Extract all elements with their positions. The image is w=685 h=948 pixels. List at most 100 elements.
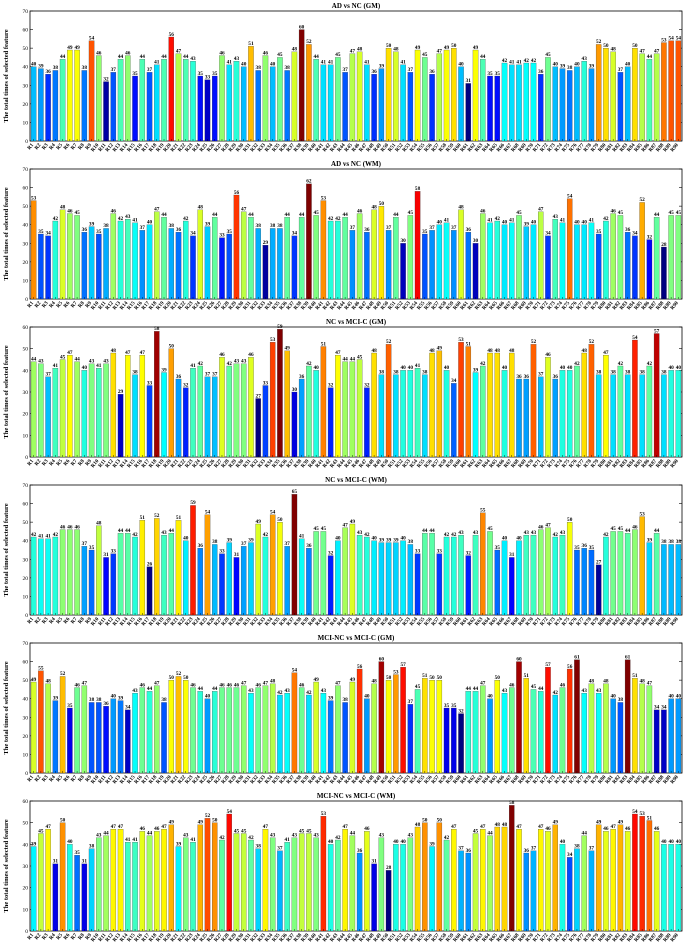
bar-value-label: 49 [314,677,320,683]
bar-value-label: 42 [618,361,624,367]
x-tick-label: R52 [394,932,405,943]
bar-value-label: 49 [350,519,356,525]
x-tick-label: R24 [191,616,202,627]
x-tick-label: R2 [34,300,43,309]
bar-value-label: 52 [596,39,602,45]
x-tick-label: R90 [669,932,680,943]
x-tick-label: R9 [84,774,93,783]
x-tick-label: R49 [372,458,383,469]
x-tick-label: R23 [184,932,195,943]
bar-value-label: 41 [415,363,421,369]
x-tick-label: R86 [640,616,651,627]
bar-value-label: 37 [408,67,414,73]
bar [219,553,225,616]
x-tick-label: R10 [90,616,101,627]
bar [320,64,327,142]
bar-value-label: 38 [596,369,602,375]
x-tick-label: R56 [423,616,434,627]
bar [559,370,566,458]
x-tick-label: R17 [141,300,152,311]
bar [617,72,624,142]
x-tick-label: R44 [336,774,347,785]
x-tick-label: R86 [640,142,651,153]
x-tick-label: R27 [213,932,224,943]
y-tick-label: 30 [23,390,29,396]
bar-value-label: 42 [444,835,450,841]
bar [639,516,645,616]
bar [139,687,146,774]
x-tick-label: R27 [213,142,224,153]
bar [458,850,464,932]
x-tick-label: R63 [474,932,485,943]
bar [161,372,167,458]
bar-value-label: 51 [248,41,254,47]
bar-value-label: 41 [227,60,233,66]
bar [45,829,51,932]
bar [400,667,406,774]
bar-value-label: 31 [371,859,377,865]
bar [414,191,421,300]
bar-value-label: 26 [147,562,153,568]
bar-value-label: 41 [487,218,493,224]
bar [139,230,146,300]
bar [581,693,587,774]
bar [653,533,660,616]
x-tick-label: R38 [293,458,304,469]
bar-value-label: 46 [654,826,660,832]
bar [284,693,290,774]
bar [632,813,638,932]
bar-value-label: 38 [82,65,88,71]
bar [581,835,587,932]
x-tick-label: R73 [546,774,557,785]
bar [255,398,261,458]
x-tick-label: R79 [590,774,601,785]
bar-value-label: 31 [53,859,59,865]
bar-value-label: 44 [466,686,472,692]
bar [103,228,109,300]
x-tick-label: R54 [409,300,420,311]
y-tick-label: 0 [25,139,28,145]
bar-value-label: 45 [74,210,80,216]
bar [545,527,551,616]
x-tick-label: R43 [329,458,340,469]
x-tick-label: R77 [575,932,586,943]
bar-value-label: 38 [574,843,580,849]
bar-value-label: 41 [190,363,196,369]
bar [262,55,269,142]
bar-value-label: 39 [205,221,211,227]
bar-value-label: 35 [132,71,138,77]
x-tick-label: R46 [351,300,362,311]
bar-value-label: 44 [103,830,109,836]
bar-value-label: 48 [429,348,435,354]
bar [581,548,587,616]
bar [588,68,595,142]
bar [59,209,66,300]
bar [545,831,551,932]
x-tick-label: R54 [409,142,420,153]
bar [335,220,341,300]
x-tick-label: R43 [329,774,340,785]
x-tick-label: R24 [191,774,202,785]
x-tick-label: R72 [539,616,550,627]
bar-value-label: 36 [364,227,370,233]
bar [96,702,102,774]
bar [530,850,537,932]
bar-value-label: 43 [321,688,327,694]
bar [364,387,370,458]
y-tick-label: 10 [23,120,29,126]
bar [509,222,515,300]
x-tick-label: R14 [119,616,130,627]
bar-value-label: 32 [458,708,464,714]
x-tick-label: R39 [300,300,311,311]
bar [675,40,682,142]
bar [298,833,305,932]
bar [335,685,341,774]
x-tick-label: R69 [517,458,528,469]
bar [371,683,377,774]
x-tick-label: R67 [503,458,514,469]
y-axis-label: The total times of selected feature [3,187,10,280]
bar [458,209,464,300]
bar [154,518,160,616]
bar-value-label: 49 [256,519,262,525]
x-tick-label: R72 [539,932,550,943]
